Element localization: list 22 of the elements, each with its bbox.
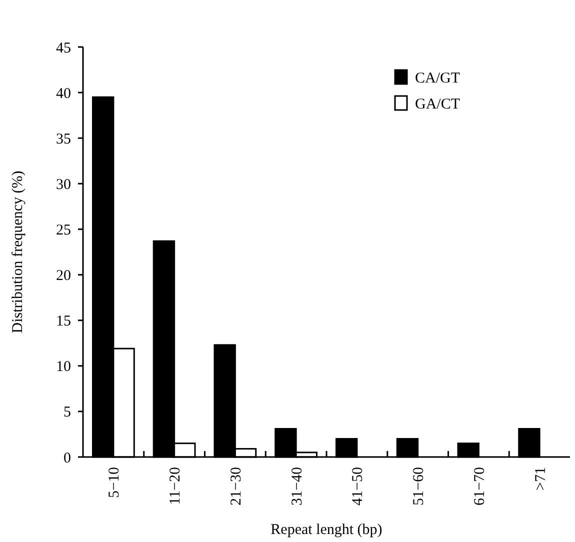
y-tick-label: 15: [56, 314, 71, 330]
x-tick-label: 51−60: [411, 467, 428, 506]
y-tick-label: 40: [56, 86, 71, 102]
y-tick-label: 10: [56, 359, 71, 376]
legend-label: CA/GT: [415, 70, 460, 86]
x-tick-label: 41−50: [350, 467, 366, 506]
x-tick-label: 61−70: [472, 467, 488, 506]
y-tick-label: 20: [56, 268, 71, 284]
x-tick-label: >71: [532, 467, 549, 490]
y-tick-label: 0: [64, 450, 71, 466]
x-axis-title: Repeat lenght (bp): [270, 522, 382, 538]
legend-label: GA/CT: [415, 96, 460, 112]
y-axis-title: Distribution frequency (%): [10, 170, 26, 334]
y-tick-label: 35: [56, 131, 71, 148]
x-tick-label: 11−20: [168, 467, 184, 505]
y-tick-label: 30: [56, 176, 71, 193]
x-tick-label: 31−40: [289, 467, 306, 506]
x-tick-label: 5−10: [106, 467, 123, 498]
y-tick-label: 45: [56, 40, 71, 56]
y-tick-label: 5: [64, 404, 71, 421]
x-tick-label: 21−30: [228, 467, 244, 506]
y-tick-label: 25: [56, 222, 71, 238]
